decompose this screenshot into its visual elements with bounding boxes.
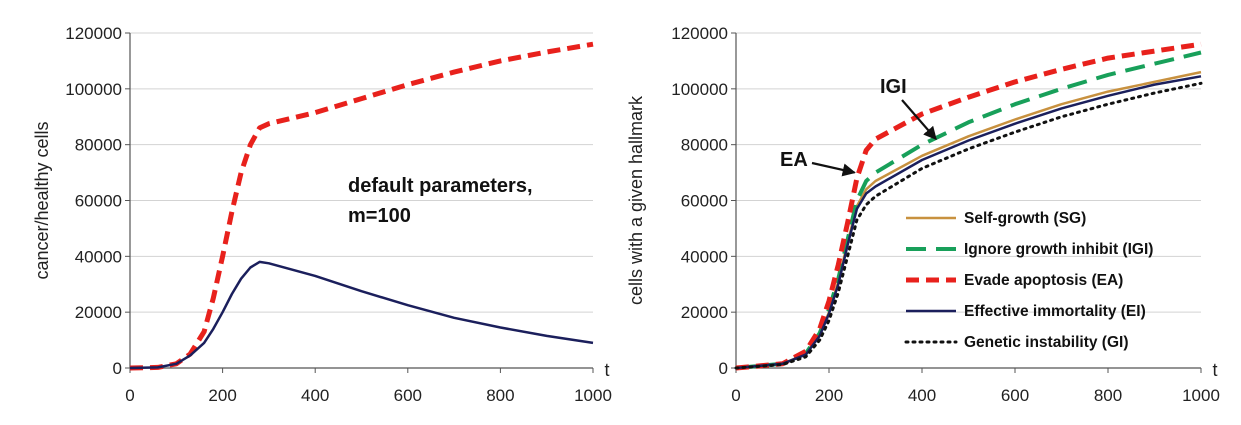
legend-label-0: Self-growth (SG) [964,210,1086,227]
x-tick-label: 200 [208,386,236,405]
series-line-3 [735,75,1202,370]
y-tick-label: 80000 [75,136,122,155]
x-tick-label: 800 [1094,386,1122,405]
series-line-1 [129,260,594,370]
y-tick-label: 100000 [65,80,122,99]
legend-label-1: Ignore growth inhibit (IGI) [964,241,1153,258]
y-tick-label: 80000 [681,136,728,155]
y-axis-label: cells with a given hallmark [626,95,646,305]
y-tick-label: 120000 [671,24,728,43]
annotation-arrow-0 [901,99,937,141]
x-tick-label: 800 [486,386,514,405]
y-tick-label: 0 [113,359,122,378]
series-line-2 [735,41,1202,371]
legend-label-4: Genetic instability (GI) [964,334,1129,351]
x-tick-label: 400 [908,386,936,405]
y-tick-label: 120000 [65,24,122,43]
x-tick-label: 1000 [1182,386,1220,405]
y-tick-label: 20000 [75,303,122,322]
x-axis-label: t [604,360,609,380]
legend-label-2: Evade apoptosis (EA) [964,272,1123,289]
chart-left: 0 20000 40000 60000 80000 100000 120000 0 200 400… [32,24,612,405]
y-tick-label: 40000 [75,247,122,266]
y-axis-label: cancer/healthy cells [32,121,52,279]
y-tick-label: 0 [719,359,728,378]
series-line-4 [734,81,1203,370]
legend-label-3: Effective immortality (EI) [964,303,1146,320]
x-tick-label: 1000 [574,386,612,405]
annotation-arrow-1 [811,161,856,177]
annotation-line-1: default parameters, [348,175,533,197]
x-tick-label: 600 [1001,386,1029,405]
annotation-1: EA [780,149,808,171]
x-axis-label: t [1212,360,1217,380]
chart-right: 0 20000 40000 60000 80000 100000 120000 0 200 400… [626,24,1220,405]
y-tick-label: 60000 [681,192,728,211]
x-tick-label: 400 [301,386,329,405]
annotation-line-2: m=100 [348,205,411,227]
x-tick-label: 0 [731,386,740,405]
y-tick-label: 100000 [671,80,728,99]
y-tick-label: 20000 [681,303,728,322]
x-tick-label: 600 [394,386,422,405]
y-tick-label: 60000 [75,192,122,211]
x-tick-label: 200 [815,386,843,405]
series-line-1 [735,50,1202,370]
y-tick-label: 40000 [681,247,728,266]
x-tick-label: 0 [125,386,134,405]
annotation-0: IGI [880,76,907,98]
